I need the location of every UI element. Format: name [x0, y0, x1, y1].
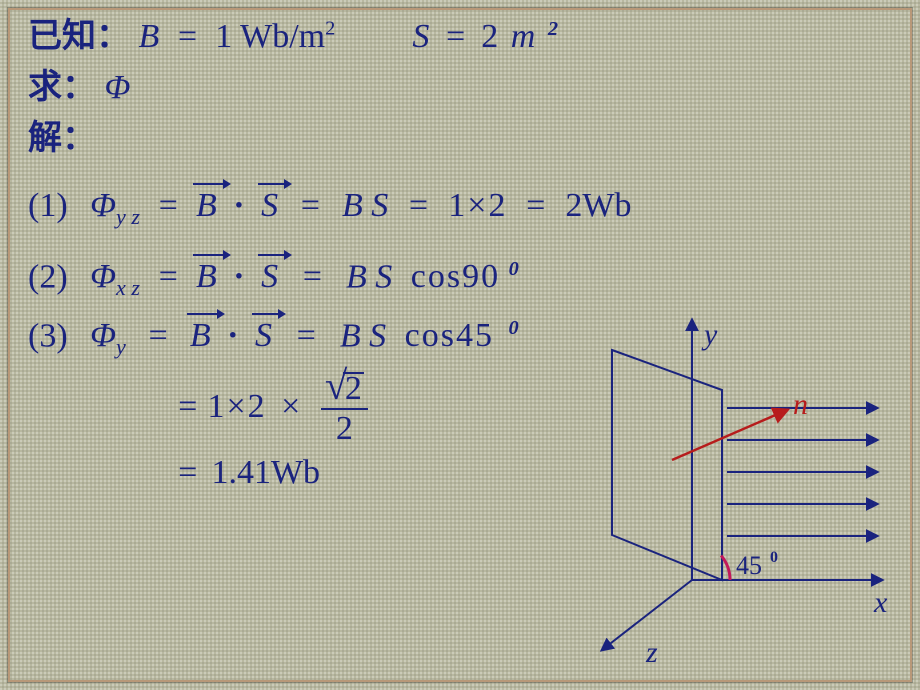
eq: = — [176, 18, 199, 55]
B-unit: Wb/m — [240, 18, 325, 55]
B-unit-sup: 2 — [325, 18, 335, 40]
B-vector: B — [196, 187, 217, 225]
m-sup: 2 — [548, 18, 558, 40]
S-vector: S — [261, 187, 278, 225]
B-symbol: B — [139, 18, 160, 55]
S-vector-3: S — [255, 317, 272, 355]
solution-label: 解： — [28, 120, 96, 157]
svg-text:x: x — [873, 586, 888, 619]
sqrt-2: 2 — [327, 370, 362, 407]
given-line: 已知： B = 1 Wb/m2 S = 2 m 2 — [28, 8, 631, 57]
eq1-line: (1) Φy z = B · S = B S = 1×2 = 2Wb — [28, 187, 631, 230]
B-vector-3: B — [190, 317, 211, 355]
paren-3: (3) — [28, 317, 68, 354]
S-vector-2: S — [261, 258, 278, 296]
BS: B S — [342, 187, 388, 224]
given-label: 已知： — [28, 18, 130, 55]
coordinate-diagram: y x z n 45 0 — [522, 280, 902, 670]
find-line: 求： Φ — [28, 59, 631, 108]
eq2: = — [444, 18, 467, 55]
svg-text:45: 45 — [736, 551, 762, 580]
fraction: 2 2 — [321, 372, 368, 446]
svg-text:n: n — [793, 388, 808, 421]
svg-text:0: 0 — [770, 549, 778, 566]
result-1: 2Wb — [565, 187, 631, 224]
B-value: 1 — [215, 18, 240, 55]
dot-op: · — [233, 187, 244, 224]
paren-1: (1) — [28, 187, 68, 224]
phi-symbol: Φ — [105, 69, 131, 106]
S-symbol: S — [412, 18, 429, 55]
B-vector-2: B — [196, 258, 217, 296]
S-value: 2 — [481, 18, 498, 55]
phi-y: Φy — [90, 317, 126, 354]
deg-3: 0 — [509, 317, 519, 339]
cos-2: cos90 — [411, 258, 500, 295]
deg-2: 0 — [509, 258, 519, 280]
paren-2: (2) — [28, 258, 68, 295]
svg-text:y: y — [701, 318, 718, 351]
phi-yz: Φy z — [90, 187, 140, 224]
find-label: 求： — [28, 69, 96, 106]
phi-xz: Φx z — [90, 258, 140, 295]
final-result: 1.41Wb — [211, 454, 320, 491]
m-symbol: m — [511, 18, 536, 55]
cos-3: cos45 — [405, 317, 494, 354]
svg-text:z: z — [645, 636, 658, 669]
solution-label-line: 解： — [28, 110, 631, 159]
